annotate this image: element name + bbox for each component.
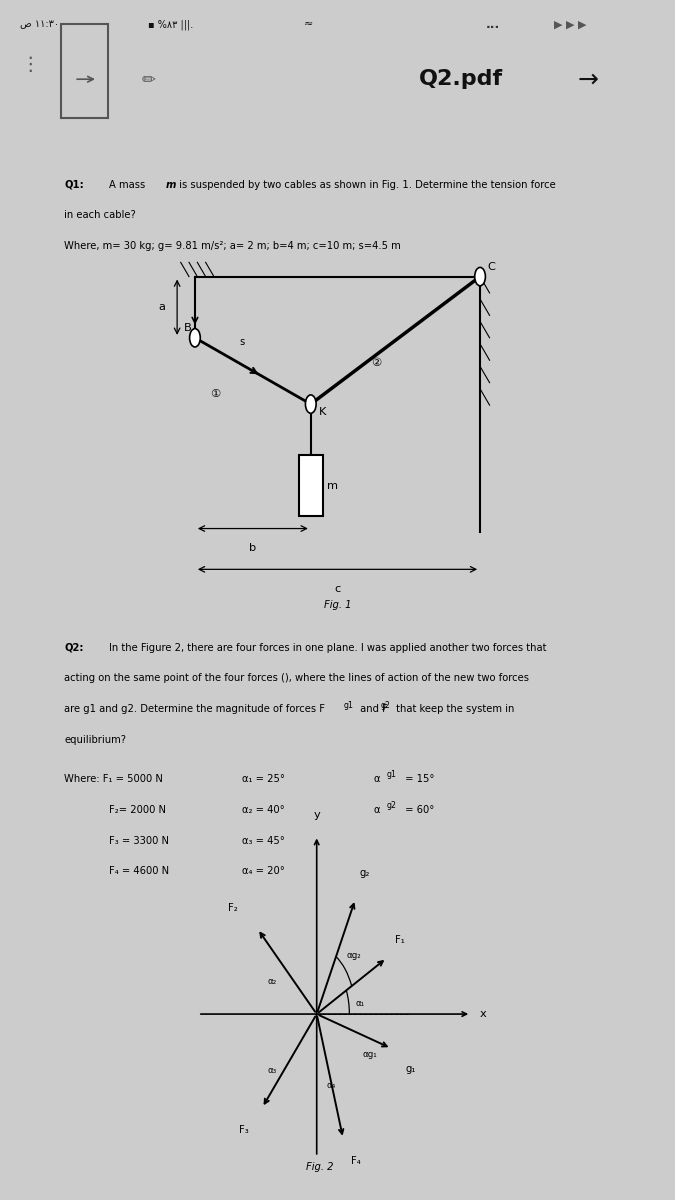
Text: ①: ①	[211, 389, 221, 398]
Text: g2: g2	[381, 701, 391, 710]
Text: is suspended by two cables as shown in Fig. 1. Determine the tension force: is suspended by two cables as shown in F…	[176, 180, 556, 190]
Text: α₂ = 40°: α₂ = 40°	[242, 805, 286, 815]
Text: F₃: F₃	[240, 1126, 249, 1135]
Text: acting on the same point of the four forces (), where the lines of action of the: acting on the same point of the four for…	[64, 673, 529, 683]
Text: B: B	[184, 323, 192, 332]
Text: g1: g1	[344, 701, 354, 710]
Text: and F: and F	[356, 704, 387, 714]
Text: α: α	[373, 774, 379, 785]
Text: g2: g2	[386, 800, 396, 810]
Text: Q2.pdf: Q2.pdf	[418, 70, 503, 89]
Text: Fig. 1: Fig. 1	[324, 600, 351, 610]
Circle shape	[475, 268, 485, 286]
Text: Where, m= 30 kg; g= 9.81 m/s²; a= 2 m; b=4 m; c=10 m; s=4.5 m: Where, m= 30 kg; g= 9.81 m/s²; a= 2 m; b…	[64, 241, 401, 251]
Text: α₁: α₁	[355, 1000, 364, 1008]
Text: α₁ = 25°: α₁ = 25°	[242, 774, 286, 785]
Text: equilibrium?: equilibrium?	[64, 734, 126, 744]
Text: that keep the system in: that keep the system in	[394, 704, 515, 714]
Text: b: b	[249, 542, 256, 553]
Text: α₃ = 45°: α₃ = 45°	[242, 835, 286, 846]
Text: K: K	[319, 407, 326, 418]
Text: are g1 and g2. Determine the magnitude of forces F: are g1 and g2. Determine the magnitude o…	[64, 704, 325, 714]
Text: Q2:: Q2:	[64, 643, 84, 653]
Text: F₄ = 4600 N: F₄ = 4600 N	[109, 866, 169, 876]
Text: α₃: α₃	[267, 1066, 277, 1075]
Text: ⋮: ⋮	[20, 55, 40, 74]
Text: s: s	[239, 337, 244, 347]
Text: y: y	[313, 810, 320, 821]
Text: ص ۱۱:۳۰: ص ۱۱:۳۰	[20, 19, 59, 29]
Text: C: C	[487, 262, 495, 271]
Text: c: c	[334, 583, 341, 594]
Text: In the Figure 2, there are four forces in one plane. I was applied another two f: In the Figure 2, there are four forces i…	[109, 643, 546, 653]
Text: α: α	[373, 805, 379, 815]
Text: A mass: A mass	[109, 180, 148, 190]
Text: Where: F₁ = 5000 N: Where: F₁ = 5000 N	[64, 774, 163, 785]
Text: g₁: g₁	[405, 1063, 416, 1074]
Text: = 60°: = 60°	[402, 805, 434, 815]
Text: in each cable?: in each cable?	[64, 210, 136, 221]
Text: ✏: ✏	[142, 70, 156, 89]
Text: F₃ = 3300 N: F₃ = 3300 N	[109, 835, 169, 846]
Text: αg₁: αg₁	[362, 1050, 377, 1060]
Text: m: m	[165, 180, 176, 190]
Text: ▪ %۸۳ |||.: ▪ %۸۳ |||.	[148, 19, 194, 30]
Text: F₂: F₂	[227, 904, 238, 913]
Text: Fig. 2: Fig. 2	[306, 1162, 333, 1172]
Text: g₂: g₂	[360, 868, 370, 877]
Text: ...: ...	[486, 18, 500, 31]
Text: F₁: F₁	[395, 935, 404, 944]
Text: α₂: α₂	[267, 977, 277, 986]
Circle shape	[190, 329, 200, 347]
Text: α₄: α₄	[327, 1081, 336, 1090]
Text: F₄: F₄	[351, 1156, 361, 1166]
Text: m: m	[327, 481, 338, 491]
Bar	[299, 455, 323, 516]
Text: αg₂: αg₂	[346, 950, 361, 960]
Text: ▶ ▶ ▶: ▶ ▶ ▶	[554, 19, 586, 29]
Text: →: →	[577, 67, 598, 91]
Text: x: x	[480, 1009, 487, 1019]
Text: ≈: ≈	[304, 19, 313, 29]
Text: F₂= 2000 N: F₂= 2000 N	[109, 805, 166, 815]
Text: Q1:: Q1:	[64, 180, 84, 190]
Text: ②: ②	[371, 359, 381, 368]
Text: = 15°: = 15°	[402, 774, 434, 785]
Text: a: a	[159, 302, 165, 312]
Text: α₄ = 20°: α₄ = 20°	[242, 866, 286, 876]
Text: g1: g1	[386, 770, 396, 779]
Circle shape	[305, 395, 316, 413]
